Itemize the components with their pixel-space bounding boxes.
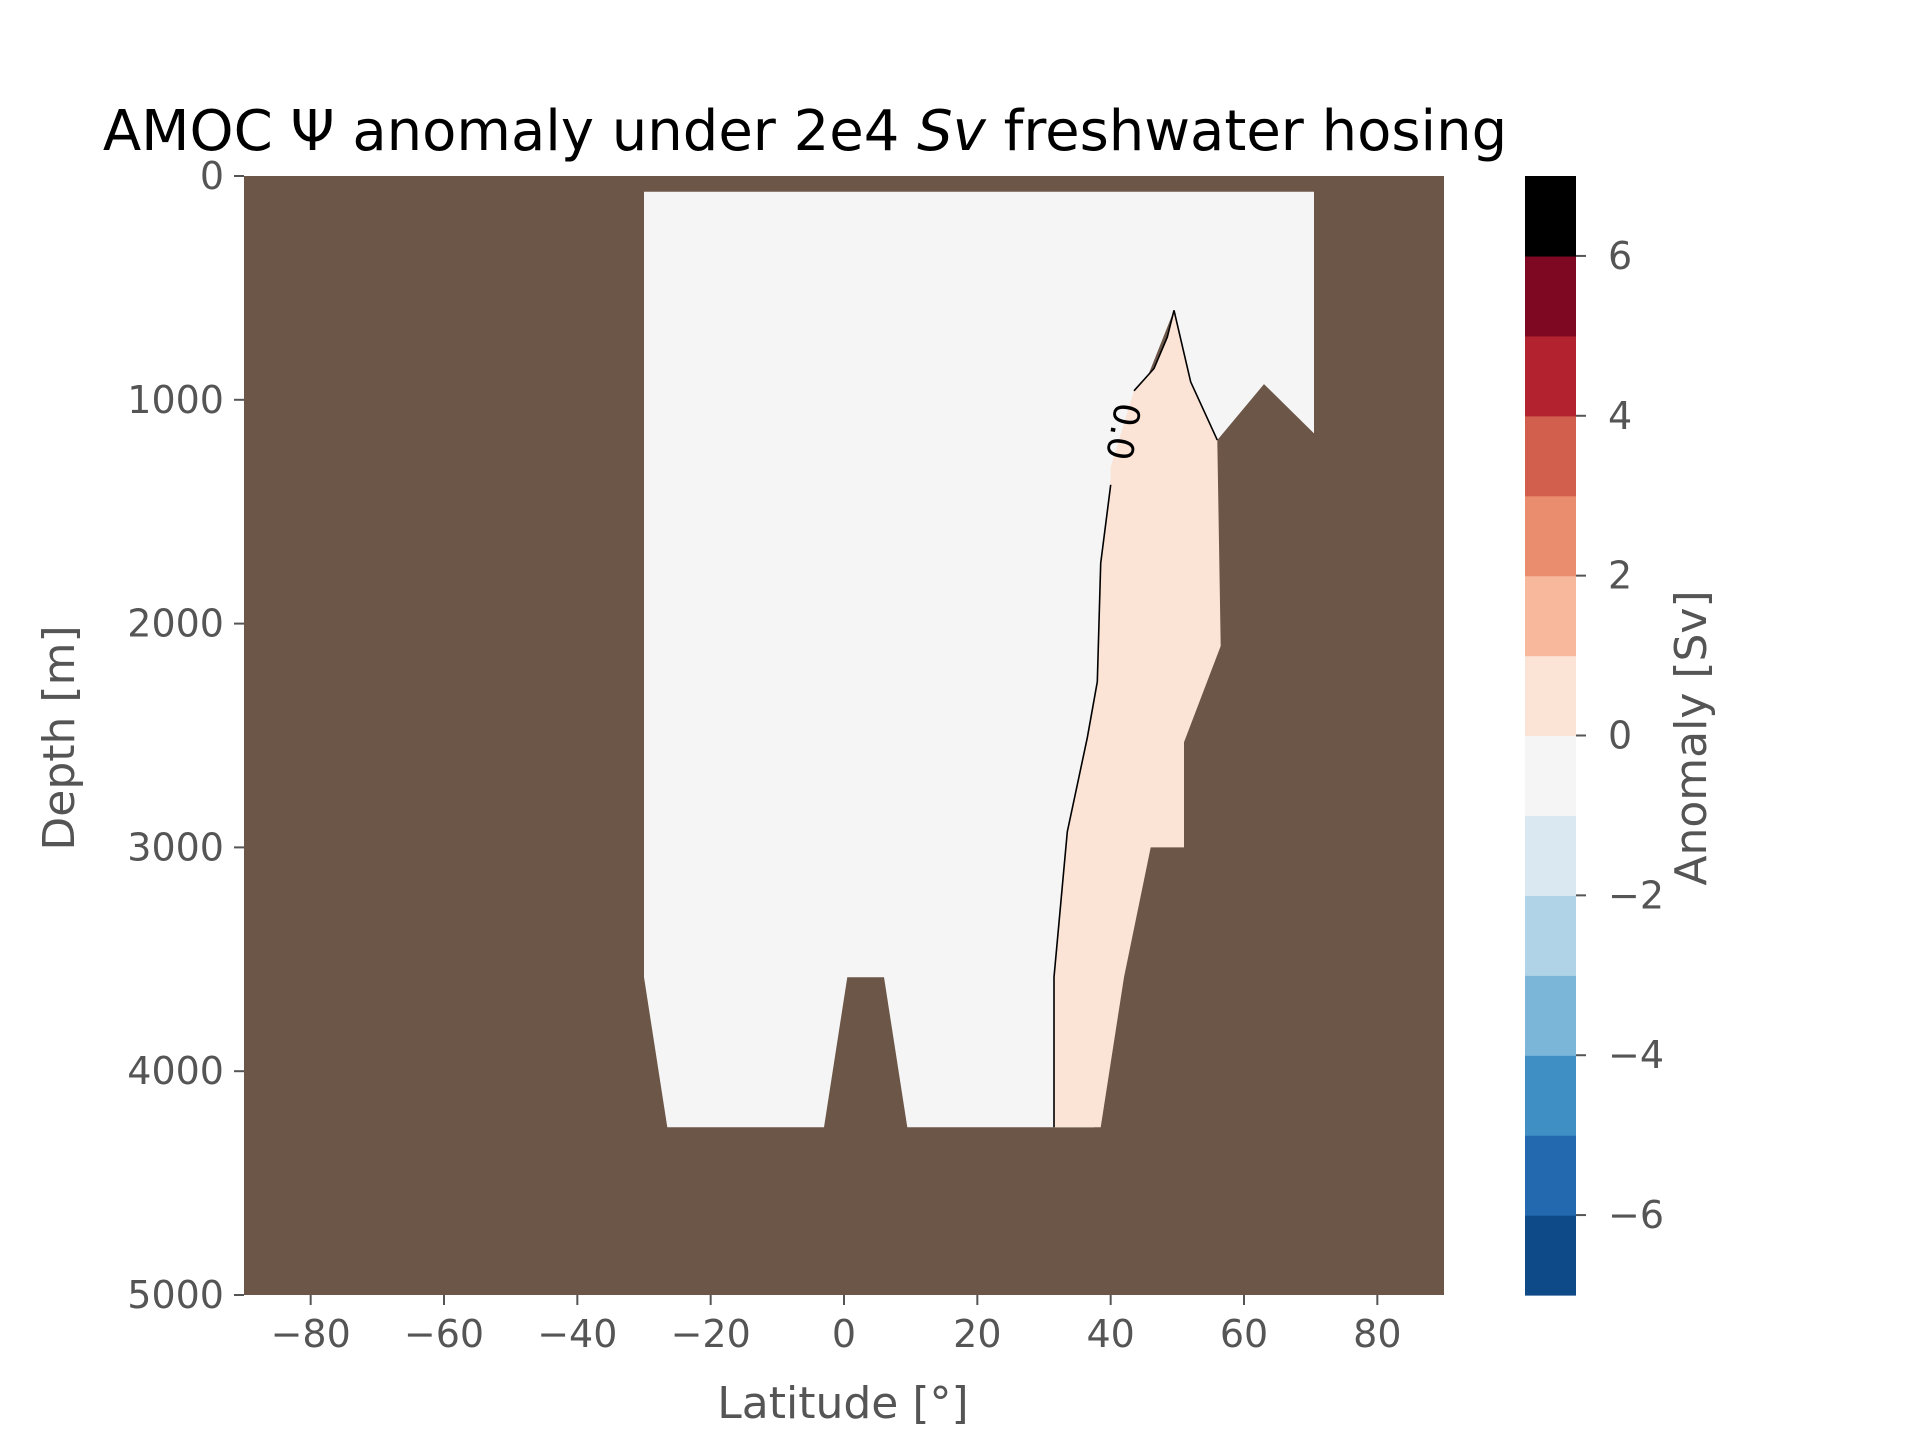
colorbar: 6 4 2 0 −2 −4 −6 bbox=[1525, 176, 1664, 1296]
x-tick-label: −60 bbox=[404, 1312, 484, 1356]
colorbar-swatch bbox=[1525, 655, 1576, 737]
y-tick-label: 0 bbox=[200, 154, 224, 198]
y-axis-label: Depth [m] bbox=[34, 625, 85, 850]
x-tick-label: −20 bbox=[671, 1312, 751, 1356]
x-axis-label: Latitude [°] bbox=[717, 1378, 968, 1429]
chart-title-part-italic: Sv bbox=[917, 99, 987, 164]
y-tick-label: 5000 bbox=[127, 1273, 224, 1317]
colorbar-swatch bbox=[1525, 895, 1576, 976]
x-tick-label: 40 bbox=[1086, 1312, 1134, 1356]
x-tick-label: −80 bbox=[271, 1312, 351, 1356]
colorbar-swatch bbox=[1525, 1135, 1576, 1216]
zero-contour-line bbox=[1053, 484, 1112, 1128]
x-axis: −80 −60 −40 −20 0 20 40 60 80 bbox=[271, 1295, 1402, 1356]
x-tick-label: −40 bbox=[537, 1312, 617, 1356]
colorbar-swatch bbox=[1525, 575, 1576, 657]
colorbar-swatch bbox=[1525, 495, 1576, 577]
colorbar-swatch bbox=[1525, 1215, 1576, 1296]
y-tick-label: 4000 bbox=[127, 1049, 224, 1093]
contour-label: 0.0 bbox=[1097, 400, 1147, 464]
ocean-region-near-zero bbox=[644, 191, 1314, 1128]
colorbar-tick-label: 6 bbox=[1608, 234, 1632, 278]
y-tick-label: 3000 bbox=[127, 825, 224, 869]
chart-title: AMOC Ψ anomaly under 2e4 Sv freshwater h… bbox=[103, 99, 1507, 164]
chart-title-part-before: AMOC Ψ anomaly under 2e4 bbox=[103, 99, 917, 164]
colorbar-tick-label: 0 bbox=[1608, 714, 1632, 758]
colorbar-tick-label: 4 bbox=[1608, 394, 1632, 438]
colorbar-tick-label: −2 bbox=[1608, 873, 1664, 917]
colorbar-swatch bbox=[1525, 335, 1576, 417]
colorbar-swatch bbox=[1525, 176, 1576, 257]
colorbar-tick-label: 2 bbox=[1608, 554, 1632, 598]
zero-contour-line-upper bbox=[1133, 310, 1219, 441]
y-axis: 0 1000 2000 3000 4000 5000 bbox=[127, 154, 244, 1317]
plot-area: 0.0 bbox=[244, 176, 1444, 1295]
colorbar-swatch bbox=[1525, 815, 1576, 896]
colorbar-swatch bbox=[1525, 1055, 1576, 1136]
colorbar-label: Anomaly [Sv] bbox=[1666, 590, 1717, 885]
colorbar-swatch bbox=[1525, 735, 1576, 817]
positive-anomaly-region bbox=[1054, 310, 1221, 1128]
x-tick-label: 20 bbox=[953, 1312, 1001, 1356]
x-tick-label: 80 bbox=[1353, 1312, 1401, 1356]
x-tick-label: 60 bbox=[1220, 1312, 1268, 1356]
x-tick-label: 0 bbox=[832, 1312, 856, 1356]
colorbar-tick-label: −4 bbox=[1608, 1033, 1664, 1077]
y-tick-label: 1000 bbox=[127, 378, 224, 422]
colorbar-tick-label: −6 bbox=[1608, 1193, 1664, 1237]
chart-title-part-after: freshwater hosing bbox=[986, 99, 1507, 164]
colorbar-swatch bbox=[1525, 255, 1576, 337]
y-tick-label: 2000 bbox=[127, 602, 224, 646]
colorbar-swatch bbox=[1525, 415, 1576, 497]
colorbar-swatch bbox=[1525, 975, 1576, 1056]
